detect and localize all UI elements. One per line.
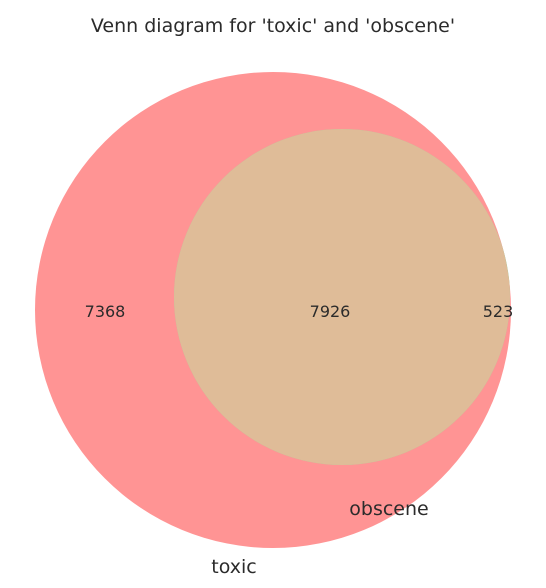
set-label-toxic: toxic	[211, 556, 256, 578]
intersection-region	[174, 129, 510, 465]
set-label-obscene: obscene	[349, 498, 428, 520]
intersection-count: 7926	[310, 302, 351, 321]
obscene-only-count: 523	[483, 302, 514, 321]
diagram-title: Venn diagram for 'toxic' and 'obscene'	[91, 15, 455, 37]
toxic-only-count: 7368	[85, 302, 126, 321]
